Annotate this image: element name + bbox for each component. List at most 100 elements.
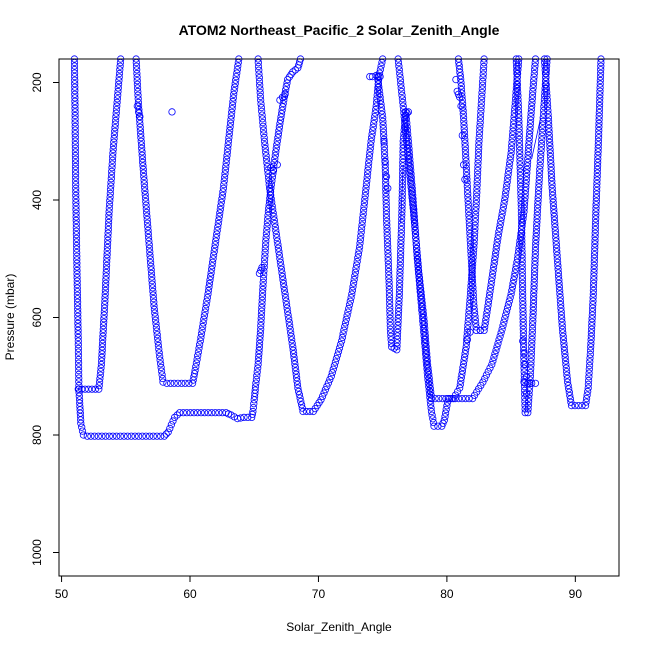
data-point [593,169,601,177]
data-point [461,135,469,143]
data-point [480,326,488,334]
data-point [222,159,230,167]
data-point [519,336,528,344]
data-point [399,102,407,110]
data-point [402,137,411,145]
data-point [359,206,368,214]
data-point [273,141,281,149]
data-point [509,279,517,287]
data-point [396,272,404,280]
data-point [149,294,158,303]
data-point [71,155,80,163]
data-point [591,218,600,227]
data-point [144,223,152,231]
data-point [237,414,245,422]
data-point [534,194,542,202]
data-point [397,243,405,252]
data-point [262,155,271,163]
data-point [262,148,270,156]
data-point [465,303,473,311]
data-point [115,80,123,88]
data-point [271,223,279,231]
data-point [532,225,541,233]
data-point [412,233,420,242]
data-point [258,263,266,272]
data-point [277,262,285,270]
data-point [110,138,118,146]
data-point [396,254,405,262]
data-point [211,409,219,417]
data-point [518,283,527,291]
data-point [531,379,540,387]
data-point [466,240,475,248]
data-point [594,144,602,152]
data-point [538,132,546,140]
data-point [98,346,106,354]
data-point [282,297,290,305]
data-point [397,84,405,92]
data-point [462,157,470,165]
data-point [204,290,212,298]
data-point [197,333,205,341]
data-point [383,232,391,240]
data-point [366,148,374,156]
data-point [74,323,82,331]
data-point [557,300,565,309]
data-point [267,181,275,189]
data-point [595,130,603,138]
data-point [258,111,266,119]
data-point [75,378,83,386]
data-point [405,162,413,170]
data-point [272,227,280,235]
data-point [268,198,276,206]
data-point [105,215,113,223]
data-point [519,300,527,309]
data-point [517,204,525,212]
data-point [515,114,523,122]
data-point [107,178,115,186]
data-point [529,317,537,325]
data-point [287,329,295,337]
data-point [541,70,550,78]
data-point [277,110,286,118]
data-point [403,144,411,152]
data-point [201,308,209,316]
data-point [461,350,469,358]
data-point [138,432,146,440]
data-point [213,230,221,238]
data-point [423,350,431,358]
connector-line [400,164,404,224]
data-point [294,387,303,395]
data-point [258,296,266,304]
data-point [567,401,576,410]
data-point [500,318,508,326]
data-point [474,156,482,164]
data-point [398,208,406,216]
data-point [485,291,494,299]
data-point [338,333,346,341]
data-point [526,127,534,135]
data-point [102,265,111,273]
data-point [502,307,511,316]
data-point [145,237,153,245]
data-point [533,208,542,216]
data-point [150,302,158,310]
data-point [460,356,468,365]
data-point [590,251,599,259]
data-point [526,120,535,128]
data-point [563,374,571,383]
data-point [396,279,404,287]
data-point [564,381,572,390]
data-point [277,113,285,121]
data-point [452,76,460,84]
data-point [538,136,546,144]
data-point [396,268,404,277]
data-point [181,379,189,387]
data-point [73,256,81,264]
data-point [217,202,225,210]
data-point [385,275,393,283]
data-point [489,263,498,271]
data-point [524,379,532,387]
data-point [386,325,394,333]
